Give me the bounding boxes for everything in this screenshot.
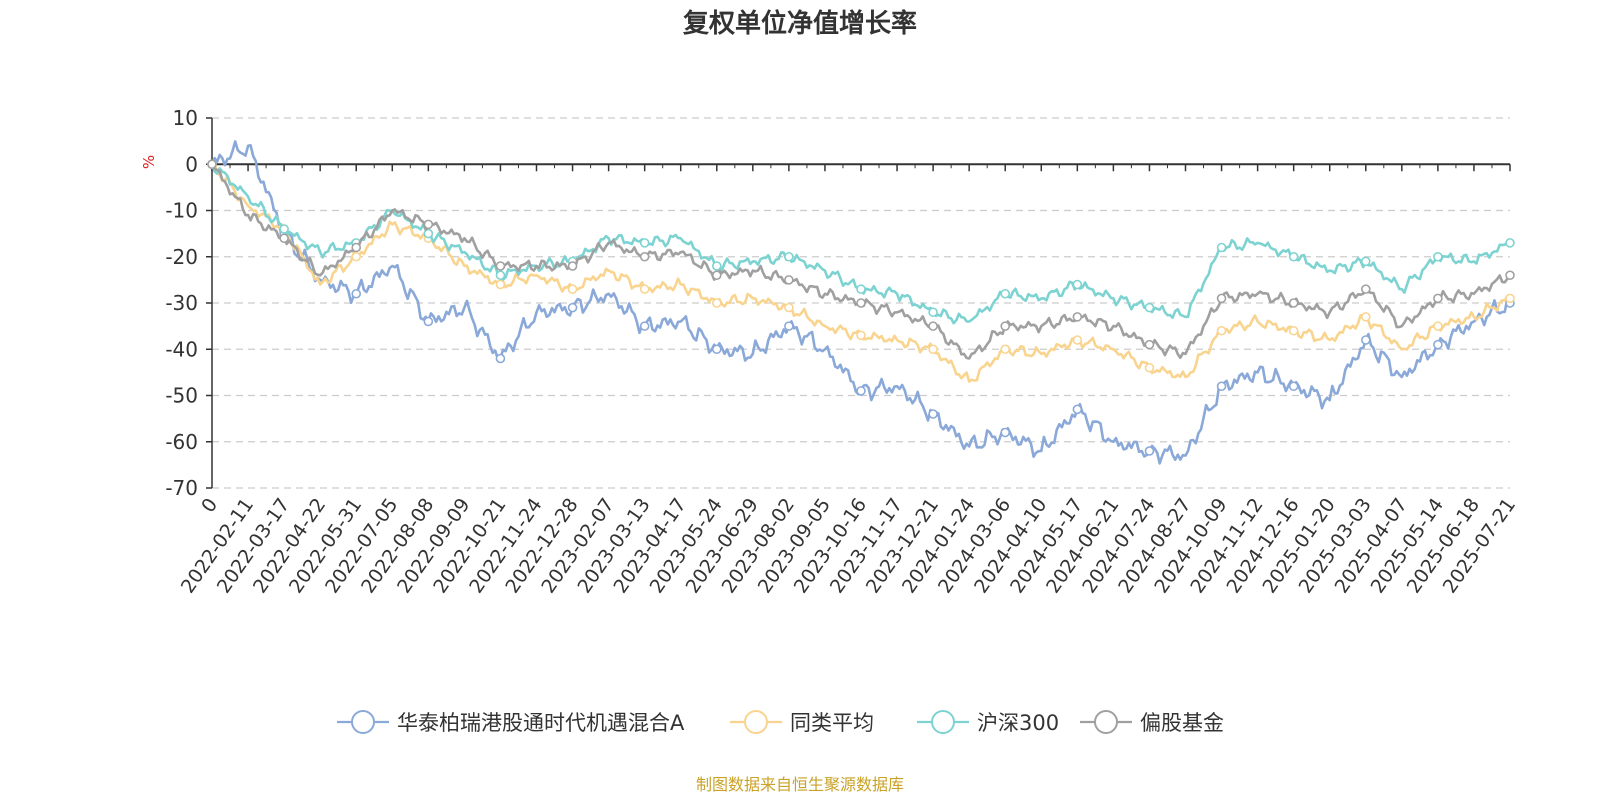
- data-point: [1433, 339, 1443, 350]
- y-tick-label: -50: [165, 384, 198, 408]
- legend-item[interactable]: 华泰柏瑞港股通时代机遇混合A: [337, 710, 685, 735]
- data-point: [639, 238, 650, 248]
- data-point: [1072, 404, 1083, 415]
- data-point: [351, 288, 362, 299]
- data-point: [784, 302, 794, 313]
- data-point: [711, 344, 722, 355]
- data-point: [1288, 251, 1299, 262]
- data-point: [711, 298, 722, 308]
- y-tick-label: -10: [165, 199, 198, 223]
- data-point: [856, 386, 866, 396]
- y-tick-label: 10: [173, 106, 198, 130]
- data-point: [567, 261, 578, 271]
- data-point: [495, 279, 506, 290]
- data-point: [1216, 381, 1227, 392]
- data-point: [711, 270, 722, 281]
- series-lines: [207, 140, 1515, 465]
- data-point: [1216, 293, 1227, 304]
- legend-item[interactable]: 沪深300: [917, 710, 1059, 735]
- data-point: [567, 284, 578, 294]
- data-point: [351, 242, 362, 253]
- y-tick-label: -20: [165, 245, 198, 269]
- data-point: [1144, 446, 1155, 456]
- data-point: [1216, 242, 1227, 253]
- data-point: [1000, 321, 1011, 331]
- legend-item[interactable]: 偏股基金: [1080, 710, 1224, 735]
- data-point: [784, 321, 794, 331]
- data-point: [423, 316, 434, 327]
- legend-item[interactable]: 同类平均: [730, 710, 874, 735]
- data-point: [639, 251, 650, 262]
- data-point: [711, 261, 722, 271]
- data-point: [1000, 344, 1011, 355]
- data-point: [1288, 325, 1299, 336]
- data-point: [1072, 312, 1083, 322]
- data-point: [856, 330, 866, 341]
- data-point: [928, 307, 938, 318]
- y-tick-label: 0: [185, 152, 198, 176]
- source-note: 制图数据来自恒生聚源数据库: [696, 775, 904, 794]
- data-point: [639, 321, 650, 331]
- data-point: [423, 228, 434, 239]
- legend[interactable]: 华泰柏瑞港股通时代机遇混合A 同类平均 沪深300 偏股基金: [337, 710, 1224, 735]
- data-point: [784, 275, 794, 285]
- legend-label: 沪深300: [977, 711, 1059, 735]
- data-point: [856, 284, 866, 294]
- data-point: [1505, 270, 1515, 281]
- y-tick-label: -30: [165, 291, 198, 315]
- data-point: [351, 251, 362, 262]
- data-point: [1433, 251, 1443, 262]
- series-line: [210, 163, 1512, 360]
- x-tick-label: 0: [197, 494, 222, 517]
- data-point: [1360, 312, 1371, 322]
- y-axis-unit-label: %: [140, 155, 158, 169]
- y-tick-label: -70: [165, 476, 198, 500]
- data-point: [1288, 381, 1299, 392]
- legend-label: 偏股基金: [1140, 711, 1224, 735]
- data-point: [856, 298, 866, 308]
- legend-marker: [351, 710, 375, 734]
- data-point: [1144, 362, 1155, 373]
- data-point: [495, 261, 506, 271]
- data-point: [1072, 335, 1083, 345]
- y-tick-label: -60: [165, 430, 198, 454]
- data-point: [1216, 325, 1227, 336]
- data-point: [1000, 427, 1011, 438]
- legend-label: 同类平均: [790, 711, 874, 735]
- data-point: [1505, 238, 1515, 248]
- data-point: [928, 344, 938, 355]
- data-point: [1288, 298, 1299, 308]
- data-point: [495, 353, 506, 364]
- data-point: [1360, 284, 1371, 294]
- data-point: [1360, 335, 1371, 345]
- data-point: [1144, 339, 1155, 350]
- data-point: [1360, 256, 1371, 267]
- chart-title: 复权单位净值增长率: [683, 8, 917, 39]
- data-point: [784, 251, 794, 262]
- data-point: [1144, 302, 1155, 313]
- data-point: [1505, 293, 1515, 304]
- legend-marker: [931, 710, 955, 734]
- data-point: [639, 284, 650, 294]
- data-point: [928, 409, 938, 419]
- data-point: [423, 219, 434, 230]
- data-point: [207, 159, 217, 170]
- legend-label: 华泰柏瑞港股通时代机遇混合A: [397, 711, 685, 735]
- data-point: [1433, 321, 1443, 331]
- y-tick-label: -40: [165, 337, 198, 361]
- axes: 100-10-20-30-40-50-60-7002022-02-112022-…: [165, 106, 1520, 597]
- legend-marker: [744, 710, 768, 734]
- data-point: [495, 270, 506, 281]
- legend-marker: [1094, 710, 1118, 734]
- data-point: [928, 321, 938, 331]
- data-point: [279, 233, 289, 244]
- data-point: [567, 302, 578, 313]
- data-point: [279, 224, 289, 234]
- data-point: [1072, 279, 1083, 290]
- data-point: [1433, 293, 1443, 304]
- data-point: [1000, 288, 1011, 299]
